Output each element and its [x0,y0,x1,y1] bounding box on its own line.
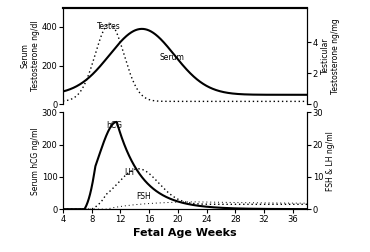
Y-axis label: FSH & LH ng/ml: FSH & LH ng/ml [326,131,335,191]
Y-axis label: Serum
Testosterone ng/dl: Serum Testosterone ng/dl [21,21,40,91]
Text: LH: LH [124,168,134,177]
Y-axis label: Testicular
Testosterone ng/mg: Testicular Testosterone ng/mg [321,18,340,94]
Y-axis label: Serum hCG ng/ml: Serum hCG ng/ml [31,127,40,195]
Text: Testes: Testes [97,22,121,31]
Text: FSH: FSH [136,192,151,201]
Text: hCG: hCG [106,121,122,130]
X-axis label: Fetal Age Weeks: Fetal Age Weeks [133,228,237,238]
Text: Serum: Serum [160,53,185,62]
